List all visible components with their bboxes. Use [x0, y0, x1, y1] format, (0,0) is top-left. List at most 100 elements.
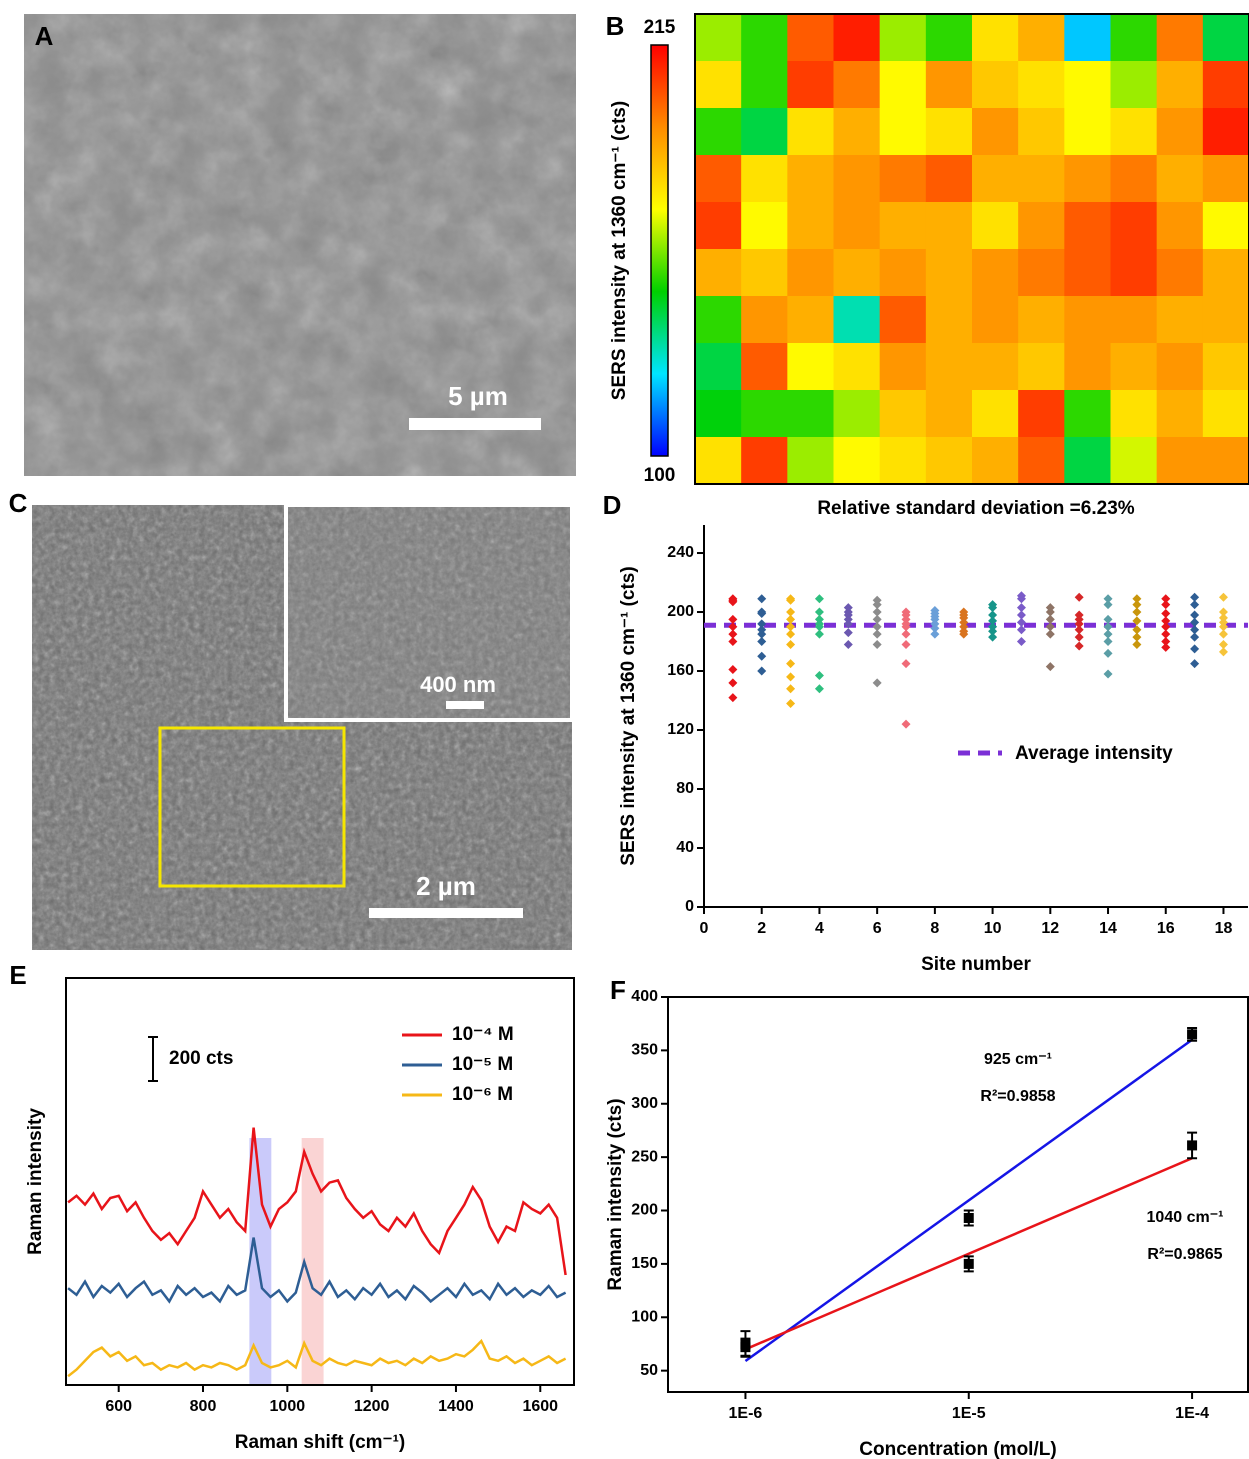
heat-cell	[925, 249, 973, 297]
legend-label: 10⁻⁴ M	[452, 1024, 514, 1045]
heat-cell	[695, 437, 742, 485]
spectrum-line	[67, 1338, 567, 1378]
heat-cell	[1156, 202, 1204, 250]
data-point	[814, 607, 824, 617]
y-tick-label: 100	[631, 1308, 658, 1325]
heat-cell	[695, 61, 742, 109]
data-point	[786, 622, 796, 632]
heat-cell	[972, 14, 1019, 62]
data-point	[1074, 641, 1084, 651]
data-point	[728, 614, 738, 624]
x-tick-label: 6	[873, 920, 882, 937]
x-tick-label: 600	[105, 1398, 132, 1415]
data-point	[786, 684, 796, 694]
panel-label: C	[9, 488, 28, 518]
colorbar-tick-label: 215	[644, 17, 676, 38]
data-point	[728, 622, 738, 632]
heat-cell	[787, 61, 834, 109]
data-point	[1016, 637, 1026, 647]
data-point	[757, 608, 767, 618]
heat-cell	[787, 155, 834, 203]
y-tick-label: 300	[631, 1095, 658, 1112]
chart-title: Relative standard deviation =6.23%	[817, 498, 1134, 519]
data-point	[728, 678, 738, 688]
panel-a: A 5 µm	[24, 14, 576, 476]
colorbar	[650, 44, 669, 457]
heat-cell	[972, 108, 1019, 156]
data-point	[1045, 662, 1055, 672]
data-point	[1103, 622, 1113, 632]
colorbar-tick-label: 100	[644, 465, 676, 486]
inset-scale-bar	[446, 701, 484, 709]
scale-bar	[409, 418, 541, 430]
heat-cell	[879, 296, 927, 344]
heat-cell	[1156, 61, 1204, 109]
data-point	[1045, 622, 1055, 632]
data-point	[1016, 610, 1026, 620]
heat-cell	[833, 343, 881, 391]
data-point	[1045, 607, 1055, 617]
highlight-band	[249, 1138, 272, 1385]
x-tick-label: 1400	[438, 1398, 474, 1415]
data-point	[757, 619, 767, 629]
heat-cell	[1110, 108, 1158, 156]
heat-cell	[1110, 249, 1158, 297]
data-point	[757, 637, 767, 647]
data-point	[872, 639, 882, 649]
data-point	[1161, 616, 1171, 626]
y-axis-label: Raman intensity	[25, 1108, 46, 1255]
x-tick-label: 16	[1157, 920, 1175, 937]
heat-cell	[1064, 108, 1111, 156]
heat-cell	[1110, 61, 1158, 109]
heat-cell	[879, 202, 927, 250]
data-point	[988, 603, 998, 613]
heat-cell	[787, 108, 834, 156]
heat-cell	[1202, 61, 1249, 109]
data-point	[1132, 625, 1142, 635]
heat-cell	[695, 390, 742, 438]
heat-cell	[1018, 249, 1065, 297]
x-tick-label: 800	[190, 1398, 217, 1415]
spectrum-line	[67, 1127, 567, 1276]
heat-cell	[879, 14, 927, 62]
y-tick-label: 240	[667, 544, 694, 561]
y-tick-label: 120	[667, 721, 694, 738]
heat-cell	[1156, 390, 1204, 438]
x-axis-label: Site number	[921, 954, 1031, 975]
heat-cell	[972, 249, 1019, 297]
heat-cell	[1064, 343, 1111, 391]
heat-cell	[787, 296, 834, 344]
heat-cell	[833, 155, 881, 203]
heat-cell	[787, 390, 834, 438]
heat-cell	[787, 343, 834, 391]
heat-cell	[695, 14, 742, 62]
heat-cell	[1064, 202, 1111, 250]
data-point	[1016, 617, 1026, 627]
data-point	[814, 629, 824, 639]
heat-cell	[833, 108, 881, 156]
data-point	[1190, 632, 1200, 642]
scale-bar	[148, 1036, 158, 1082]
data-point	[728, 693, 738, 703]
heat-cell	[1202, 343, 1249, 391]
annotation: R²=0.9858	[980, 1088, 1055, 1105]
data-point	[1218, 639, 1228, 649]
data-point	[786, 639, 796, 649]
heat-cell	[1110, 343, 1158, 391]
data-point	[1074, 619, 1084, 629]
data-point	[901, 622, 911, 632]
heat-cell	[972, 437, 1019, 485]
heat-cell	[1110, 296, 1158, 344]
heat-cell	[833, 390, 881, 438]
heat-cell	[1018, 108, 1065, 156]
heat-cell	[879, 390, 927, 438]
x-tick-label: 12	[1041, 920, 1059, 937]
data-point	[757, 594, 767, 604]
heat-cell	[741, 437, 788, 485]
heat-cell	[925, 202, 973, 250]
zoom-box	[158, 726, 346, 888]
data-point	[1187, 1029, 1198, 1040]
heat-cell	[1110, 202, 1158, 250]
heat-cell	[695, 108, 742, 156]
data-point	[1218, 607, 1228, 617]
